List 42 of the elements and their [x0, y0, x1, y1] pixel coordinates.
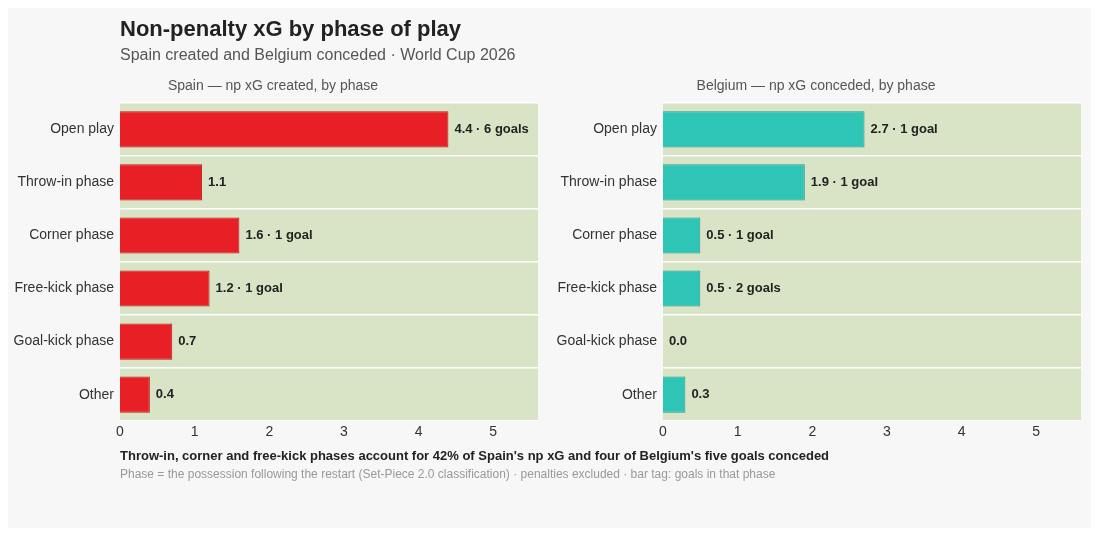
y-tick-label: Throw-in phase	[17, 173, 115, 190]
x-tick-label: 2	[265, 423, 274, 440]
y-tick-label: Other	[621, 385, 658, 402]
data-label: 1.9 · 1 goal	[810, 173, 879, 189]
chart-title: Belgium — np xG conceded, by phase	[696, 77, 936, 94]
text: Spain created and Belgium conceded · World Cup 2026	[120, 46, 516, 64]
data-label: 1.2 · 1 goal	[215, 280, 283, 296]
text: Non-penalty xG by phase of play	[120, 16, 463, 42]
y-tick-label: Goal-kick phase	[13, 332, 115, 349]
data-label: 0.7	[178, 333, 197, 349]
text: Phase = the possession following the restart (Set-Piece 2.0 classification) · penalties excluded · bar tag: goals in that phase	[120, 467, 777, 481]
x-tick-label: 4	[957, 423, 966, 440]
y-tick-label: Corner phase	[29, 226, 115, 243]
chart-title: Spain — np xG created, by phase	[167, 77, 379, 94]
data-label: 4.4 · 6 goals	[454, 120, 529, 136]
y-tick-label: Corner phase	[572, 226, 658, 243]
y-tick-label: Throw-in phase	[560, 173, 658, 190]
data-label: 0.4	[155, 386, 175, 402]
data-label: 1.6 · 1 goal	[245, 227, 313, 243]
y-tick-label: Open play	[50, 120, 114, 137]
x-tick-label: 2	[808, 423, 817, 440]
y-tick-label: Open play	[593, 120, 657, 137]
data-label: 0.3	[691, 386, 710, 402]
x-tick-label: 4	[414, 423, 423, 440]
x-tick-label: 5	[1032, 423, 1041, 440]
data-label: 2.7 · 1 goal	[870, 120, 938, 136]
y-tick-label: Other	[78, 385, 115, 402]
x-tick-label: 1	[190, 423, 199, 440]
y-tick-label: Goal-kick phase	[556, 332, 658, 349]
data-label: 0.0	[669, 333, 688, 349]
y-tick-label: Free-kick phase	[557, 279, 658, 296]
x-tick-label: 3	[340, 423, 349, 440]
text: Throw-in, corner and free-kick phases account for 42% of Spain's np xG and four of Belgium's five goals conceded	[120, 448, 830, 463]
y-tick-label: Free-kick phase	[14, 279, 115, 296]
x-tick-label: 5	[489, 423, 498, 440]
data-label: 0.5 · 2 goals	[706, 280, 781, 296]
data-label: 1.1	[208, 173, 227, 189]
x-tick-label: 0	[116, 423, 125, 440]
x-tick-label: 1	[733, 423, 742, 440]
x-tick-label: 3	[883, 423, 892, 440]
data-label: 0.5 · 1 goal	[706, 227, 774, 243]
x-tick-label: 0	[659, 423, 668, 440]
